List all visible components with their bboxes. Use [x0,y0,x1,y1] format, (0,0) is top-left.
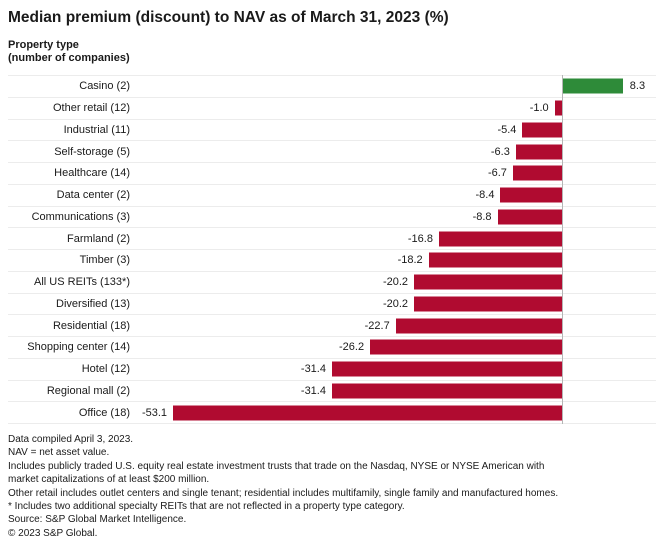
plot-cell: -20.2 [140,294,656,315]
bar-row: Diversified (13) -20.2 [8,294,656,316]
value-label: -22.7 [364,319,390,332]
bar [370,339,562,355]
value-label: -31.4 [300,363,326,376]
bar [331,383,562,399]
bar-row: Communications (3) -8.8 [8,207,656,229]
plot-cell: -18.2 [140,250,656,271]
plot-cell: 8.3 [140,76,656,97]
category-label: Healthcare (14) [54,167,130,180]
chart-rows: Casino (2) 8.3 Other retail (12) -1.0 In… [8,75,656,424]
axis-heading: Property type (number of companies) [8,39,656,65]
footnote-line: Includes publicly traded U.S. equity rea… [8,460,545,472]
bar-row: Regional mall (2) -31.4 [8,381,656,403]
bar [515,144,562,160]
category-label: Industrial (11) [63,123,130,136]
bar [522,122,562,138]
category-label: Residential (18) [52,319,130,332]
footnote-line: Data compiled April 3, 2023. [8,434,134,445]
bar [414,296,562,312]
bar-row: Hotel (12) -31.4 [8,359,656,381]
value-label: -53.1 [141,406,168,419]
plot-cell: -20.2 [140,272,656,293]
plot-cell: -31.4 [140,381,656,402]
zero-axis-line [562,75,563,424]
value-label: -20.2 [382,297,409,310]
bar-row: Healthcare (14) -6.7 [8,163,656,185]
category-label: Hotel (12) [81,363,130,376]
value-label: -26.2 [339,341,365,354]
value-label: -5.4 [497,123,517,136]
axis-heading-line2: (number of companies) [8,52,130,64]
bar [395,318,562,334]
bar-row: Data center (2) -8.4 [8,185,656,207]
footnote-line: Source: S&P Global Market Intelligence. [8,514,187,526]
bar-row: All US REITs (133*) -20.2 [8,272,656,294]
footnote-line: market capitalizations of at least $200 … [8,474,210,486]
plot-cell: -6.3 [140,141,656,162]
bar [512,165,562,181]
bar-row: Other retail (12) -1.0 [8,98,656,120]
category-label: Diversified (13) [56,297,130,310]
bar [173,405,562,421]
value-label: -8.4 [475,189,495,202]
bar [500,187,562,203]
bar [554,100,562,116]
plot-cell: -5.4 [140,120,656,141]
plot-cell: -1.0 [140,98,656,119]
plot-cell: -53.1 [140,402,656,423]
value-label: -6.3 [490,145,510,158]
bar-row: Shopping center (14) -26.2 [8,337,656,359]
value-label: -20.2 [382,276,409,289]
bar [428,252,562,268]
bar-row: Timber (3) -18.2 [8,250,656,272]
chart-title: Median premium (discount) to NAV as of M… [8,9,449,26]
plot-cell: -6.7 [140,163,656,184]
bar-row: Residential (18) -22.7 [8,315,656,337]
bar [438,231,562,247]
bar-row: Casino (2) 8.3 [8,76,656,98]
plot-cell: -22.7 [140,315,656,336]
bar [414,274,562,290]
plot-cell: -16.8 [140,228,656,249]
bar [562,78,623,94]
axis-heading-line1: Property type [8,39,79,51]
category-label: Other retail (12) [52,102,130,115]
footnote-line: Other retail includes outlet centers and… [8,487,559,499]
category-label: Casino (2) [79,80,130,93]
category-label: All US REITs (133*) [34,276,130,289]
value-label: -8.8 [472,210,492,223]
category-label: Office (18) [78,406,130,419]
footnote-line: NAV = net asset value. [8,447,110,459]
value-label: -31.4 [300,384,326,397]
plot-cell: -26.2 [140,337,656,358]
category-label: Data center (2) [56,189,130,202]
footnote-line: * Includes two additional specialty REIT… [8,501,405,513]
category-label: Regional mall (2) [46,384,130,397]
bar-chart: Casino (2) 8.3 Other retail (12) -1.0 In… [8,75,656,424]
bar-row: Industrial (11) -5.4 [8,120,656,142]
value-label: -18.2 [397,254,423,267]
category-label: Shopping center (14) [27,341,130,354]
value-label: -6.7 [487,167,507,180]
value-label: -1.0 [529,102,549,115]
bar-row: Self-storage (5) -6.3 [8,141,656,163]
plot-cell: -8.8 [140,207,656,228]
category-label: Communications (3) [31,210,130,223]
category-label: Self-storage (5) [54,145,130,158]
bar-row: Farmland (2) -16.8 [8,228,656,250]
value-label: -16.8 [407,232,433,245]
value-label: 8.3 [629,80,646,93]
bar [497,209,562,225]
plot-cell: -8.4 [140,185,656,206]
bar [331,361,562,377]
bar-row: Office (18) -53.1 [8,402,656,424]
plot-cell: -31.4 [140,359,656,380]
category-label: Farmland (2) [67,232,130,245]
footnote-line: © 2023 S&P Global. [8,527,98,539]
footnotes: Data compiled April 3, 2023. NAV = net as… [8,433,656,540]
category-label: Timber (3) [79,254,130,267]
